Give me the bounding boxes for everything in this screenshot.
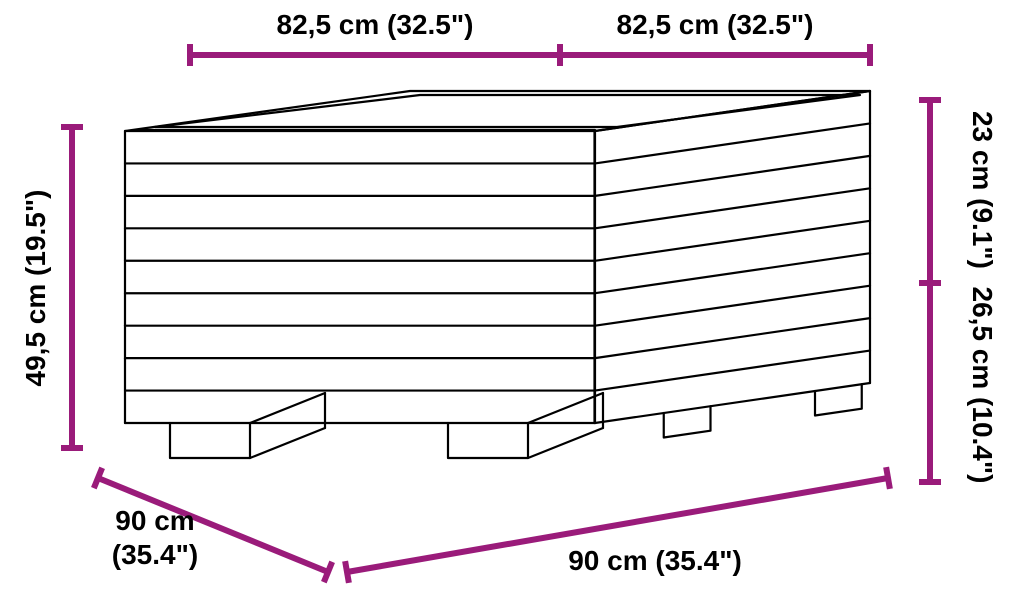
dim-label-top-left: 82,5 cm (32.5") <box>277 9 474 40</box>
planter-box <box>125 91 870 458</box>
dimension-diagram: 82,5 cm (32.5") 82,5 cm (32.5") 49,5 cm … <box>0 0 1020 602</box>
dim-label-top-right: 82,5 cm (32.5") <box>617 9 814 40</box>
dim-label-bottom-left-2: (35.4") <box>112 539 198 570</box>
dim-label-right-upper: 23 cm (9.1") <box>967 111 998 269</box>
dimension-lines <box>61 44 941 583</box>
dim-label-bottom-right: 90 cm (35.4") <box>568 545 742 576</box>
dim-label-right-lower: 26,5 cm (10.4") <box>967 287 998 484</box>
dim-label-bottom-left-1: 90 cm <box>115 505 194 536</box>
dim-label-left: 49,5 cm (19.5") <box>20 190 51 387</box>
